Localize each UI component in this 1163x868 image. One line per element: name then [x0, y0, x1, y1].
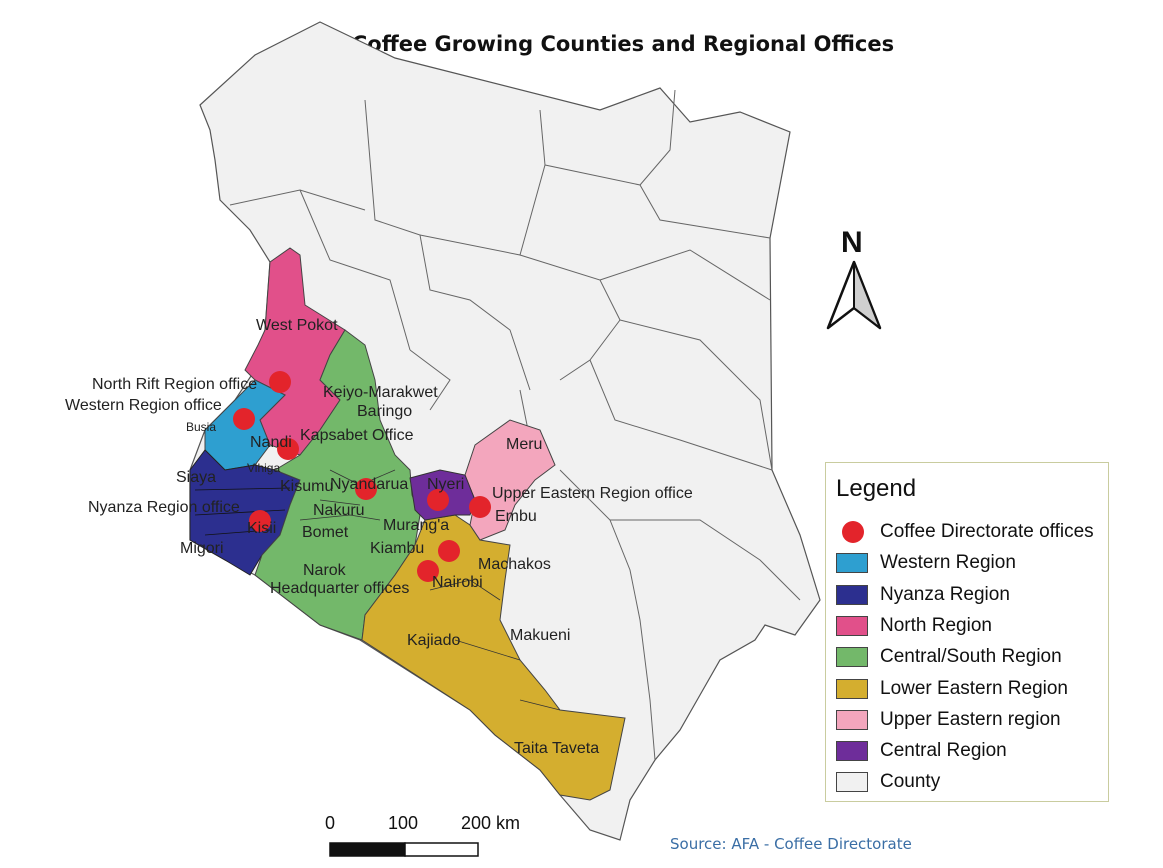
legend-swatch — [836, 741, 868, 762]
label-west-pokot: West Pokot — [256, 317, 338, 334]
legend-swatch — [836, 584, 868, 605]
legend-item-label: Nyanza Region — [880, 583, 1010, 605]
label-kisumu: Kisumu — [280, 478, 333, 495]
map-labels: West Pokot North Rift Region office Keiy… — [65, 317, 693, 757]
legend-item-label: North Region — [880, 614, 992, 636]
legend-item: Nyanza Region — [836, 584, 1106, 610]
label-embu: Embu — [495, 508, 537, 525]
label-makueni: Makueni — [510, 627, 570, 644]
label-kapsabet-office: Kapsabet Office — [300, 427, 414, 444]
north-arrow: N — [826, 226, 882, 330]
legend-item-label: Central Region — [880, 740, 1007, 762]
legend-item: Coffee Directorate offices — [836, 521, 1106, 547]
legend-item: County — [836, 771, 1106, 797]
label-machakos: Machakos — [478, 556, 551, 573]
legend-swatch — [836, 647, 868, 668]
label-migori: Migori — [180, 540, 224, 557]
legend-swatch — [836, 772, 868, 793]
scale-bar: 0 100 200 km — [325, 813, 520, 857]
lower-eastern-boundaries — [429, 579, 561, 711]
office-marker — [269, 371, 291, 393]
label-kiambu: Kiambu — [370, 540, 424, 557]
label-western-office: Western Region office — [65, 397, 222, 414]
central-south-region — [254, 329, 421, 641]
office-marker — [355, 478, 377, 500]
scale-label-100: 100 — [388, 813, 418, 833]
label-north-rift-office: North Rift Region office — [92, 376, 257, 393]
legend-item: Western Region — [836, 552, 1106, 578]
label-narok: Narok — [303, 562, 347, 579]
source-note: Source: AFA - Coffee Directorate — [670, 835, 912, 853]
legend-swatch — [836, 553, 868, 574]
label-siaya: Siaya — [176, 469, 216, 486]
office-markers — [233, 371, 491, 582]
label-meru: Meru — [506, 436, 542, 453]
label-taita-taveta: Taita Taveta — [514, 740, 599, 757]
label-upper-eastern-office: Upper Eastern Region office — [492, 485, 693, 502]
office-marker — [249, 510, 271, 532]
label-nairobi: Nairobi — [432, 574, 483, 591]
north-arrow-label: N — [841, 226, 863, 259]
legend-item-label: Upper Eastern region — [880, 708, 1061, 730]
label-nyandarua: Nyandarua — [330, 476, 408, 493]
office-marker — [233, 408, 255, 430]
legend-item: Upper Eastern region — [836, 709, 1106, 735]
office-marker — [427, 489, 449, 511]
legend: Legend Coffee Directorate offices Western… — [825, 462, 1109, 802]
map-title: Coffee Growing Counties and Regional Off… — [351, 32, 895, 56]
legend-item-label: Lower Eastern Region — [880, 677, 1068, 699]
office-marker — [277, 438, 299, 460]
office-marker — [469, 496, 491, 518]
legend-swatch — [836, 678, 868, 699]
legend-item: North Region — [836, 615, 1106, 641]
county-boundaries — [229, 89, 801, 761]
label-muranga: Murang'a — [383, 517, 449, 534]
label-busia: Busia — [186, 420, 216, 434]
scale-label-200: 200 km — [461, 813, 520, 833]
label-vihiga: Vihiga — [247, 461, 280, 475]
office-marker — [438, 540, 460, 562]
legend-swatch — [836, 615, 868, 636]
label-kisii: Kisii — [247, 520, 276, 537]
label-nyanza-office: Nyanza Region office — [88, 499, 240, 516]
legend-item: Lower Eastern Region — [836, 678, 1106, 704]
legend-title: Legend — [836, 475, 917, 502]
legend-item-label: Coffee Directorate offices — [880, 521, 1094, 542]
office-marker — [417, 560, 439, 582]
label-nandi: Nandi — [250, 434, 292, 451]
legend-item-label: Central/South Region — [880, 646, 1062, 668]
label-baringo: Baringo — [357, 403, 412, 420]
legend-item: Central/South Region — [836, 646, 1106, 672]
office-dot-icon — [842, 521, 864, 543]
legend-item-label: County — [880, 771, 941, 793]
label-nakuru: Nakuru — [313, 502, 365, 519]
label-headquarter-offices: Headquarter offices — [270, 580, 409, 597]
legend-item: Central Region — [836, 740, 1106, 766]
label-kajiado: Kajiado — [407, 632, 460, 649]
scale-label-0: 0 — [325, 813, 335, 833]
label-nyeri: Nyeri — [427, 476, 464, 493]
legend-swatch — [836, 709, 868, 730]
label-keiyo-marakwet: Keiyo-Marakwet — [323, 384, 438, 401]
legend-item-label: Western Region — [880, 552, 1016, 574]
label-bomet: Bomet — [302, 524, 349, 541]
